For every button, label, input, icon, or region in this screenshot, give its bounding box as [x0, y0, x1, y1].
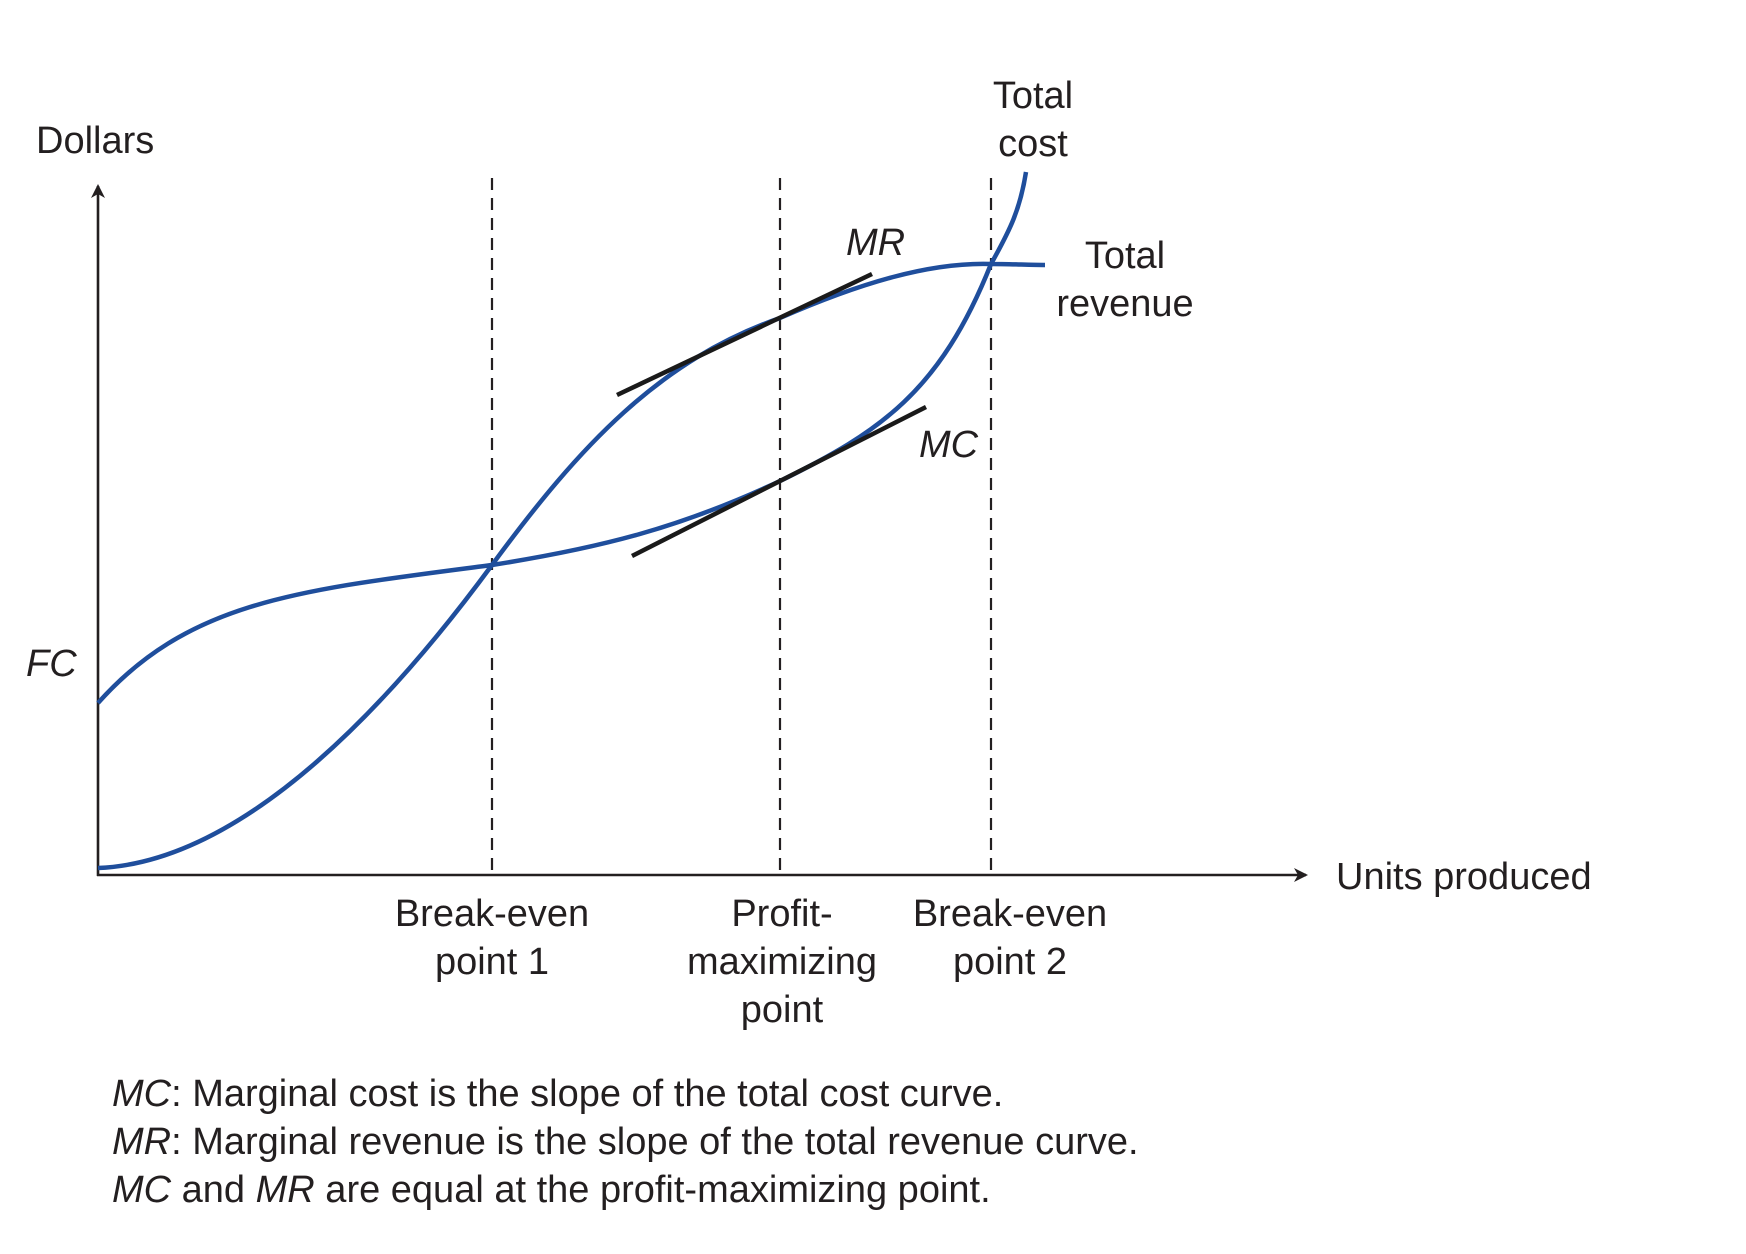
- break-even-point-2-label-line-2: point 2: [952, 941, 1068, 983]
- caption-term-mc: MC: [112, 1073, 172, 1115]
- mc-label: MC: [919, 424, 979, 466]
- mc-tangent-line: [630, 404, 928, 559]
- caption-term-mr-2: MR: [255, 1169, 315, 1211]
- break-even-point-1-label-line-1: Break-even: [394, 893, 590, 935]
- mr-tangent-line: [616, 271, 873, 398]
- total-revenue-curve: [97, 261, 1046, 871]
- profit-maximizing-point-label: Profit- maximizing point: [687, 890, 877, 1034]
- caption-text-mc: : Marginal cost is the slope of the tota…: [171, 1073, 1004, 1115]
- caption-term-mc-2: MC: [112, 1169, 172, 1211]
- profit-maximizing-point-label-line-1: Profit-: [731, 893, 833, 935]
- break-even-point-2-label: Break-even point 2: [913, 890, 1107, 986]
- caption-and: and: [171, 1169, 256, 1211]
- total-cost-curve: [96, 171, 1029, 705]
- x-axis-label: Units produced: [1336, 856, 1592, 898]
- fixed-cost-label: FC: [26, 643, 77, 685]
- caption-text-equal: are equal at the profit-maximizing point…: [314, 1169, 991, 1211]
- figure-caption: MC: Marginal cost is the slope of the to…: [112, 1070, 1139, 1214]
- total-cost-label-line-2: cost: [998, 123, 1068, 165]
- y-axis-label: Dollars: [36, 120, 155, 162]
- total-revenue-label: Total revenue: [1056, 232, 1193, 328]
- caption-term-mr: MR: [112, 1121, 172, 1163]
- caption-line-mc: MC: Marginal cost is the slope of the to…: [112, 1070, 1139, 1118]
- profit-maximizing-point-label-line-2: maximizing: [686, 941, 878, 983]
- total-cost-label-line-1: Total: [992, 75, 1074, 117]
- total-cost-label: Total cost: [993, 72, 1073, 168]
- caption-line-mr: MR: Marginal revenue is the slope of the…: [112, 1118, 1139, 1166]
- mr-label: MR: [846, 222, 906, 264]
- caption-text-mr: : Marginal revenue is the slope of the t…: [171, 1121, 1139, 1163]
- break-even-point-1-label-line-2: point 1: [434, 941, 550, 983]
- total-revenue-label-line-2: revenue: [1056, 283, 1194, 325]
- break-even-point-2-label-line-1: Break-even: [912, 893, 1108, 935]
- total-revenue-label-line-1: Total: [1084, 235, 1166, 277]
- break-even-point-1-label: Break-even point 1: [395, 890, 589, 986]
- profit-maximizing-point-label-line-3: point: [740, 989, 824, 1031]
- caption-line-equal: MC and MR are equal at the profit-maximi…: [112, 1166, 1139, 1214]
